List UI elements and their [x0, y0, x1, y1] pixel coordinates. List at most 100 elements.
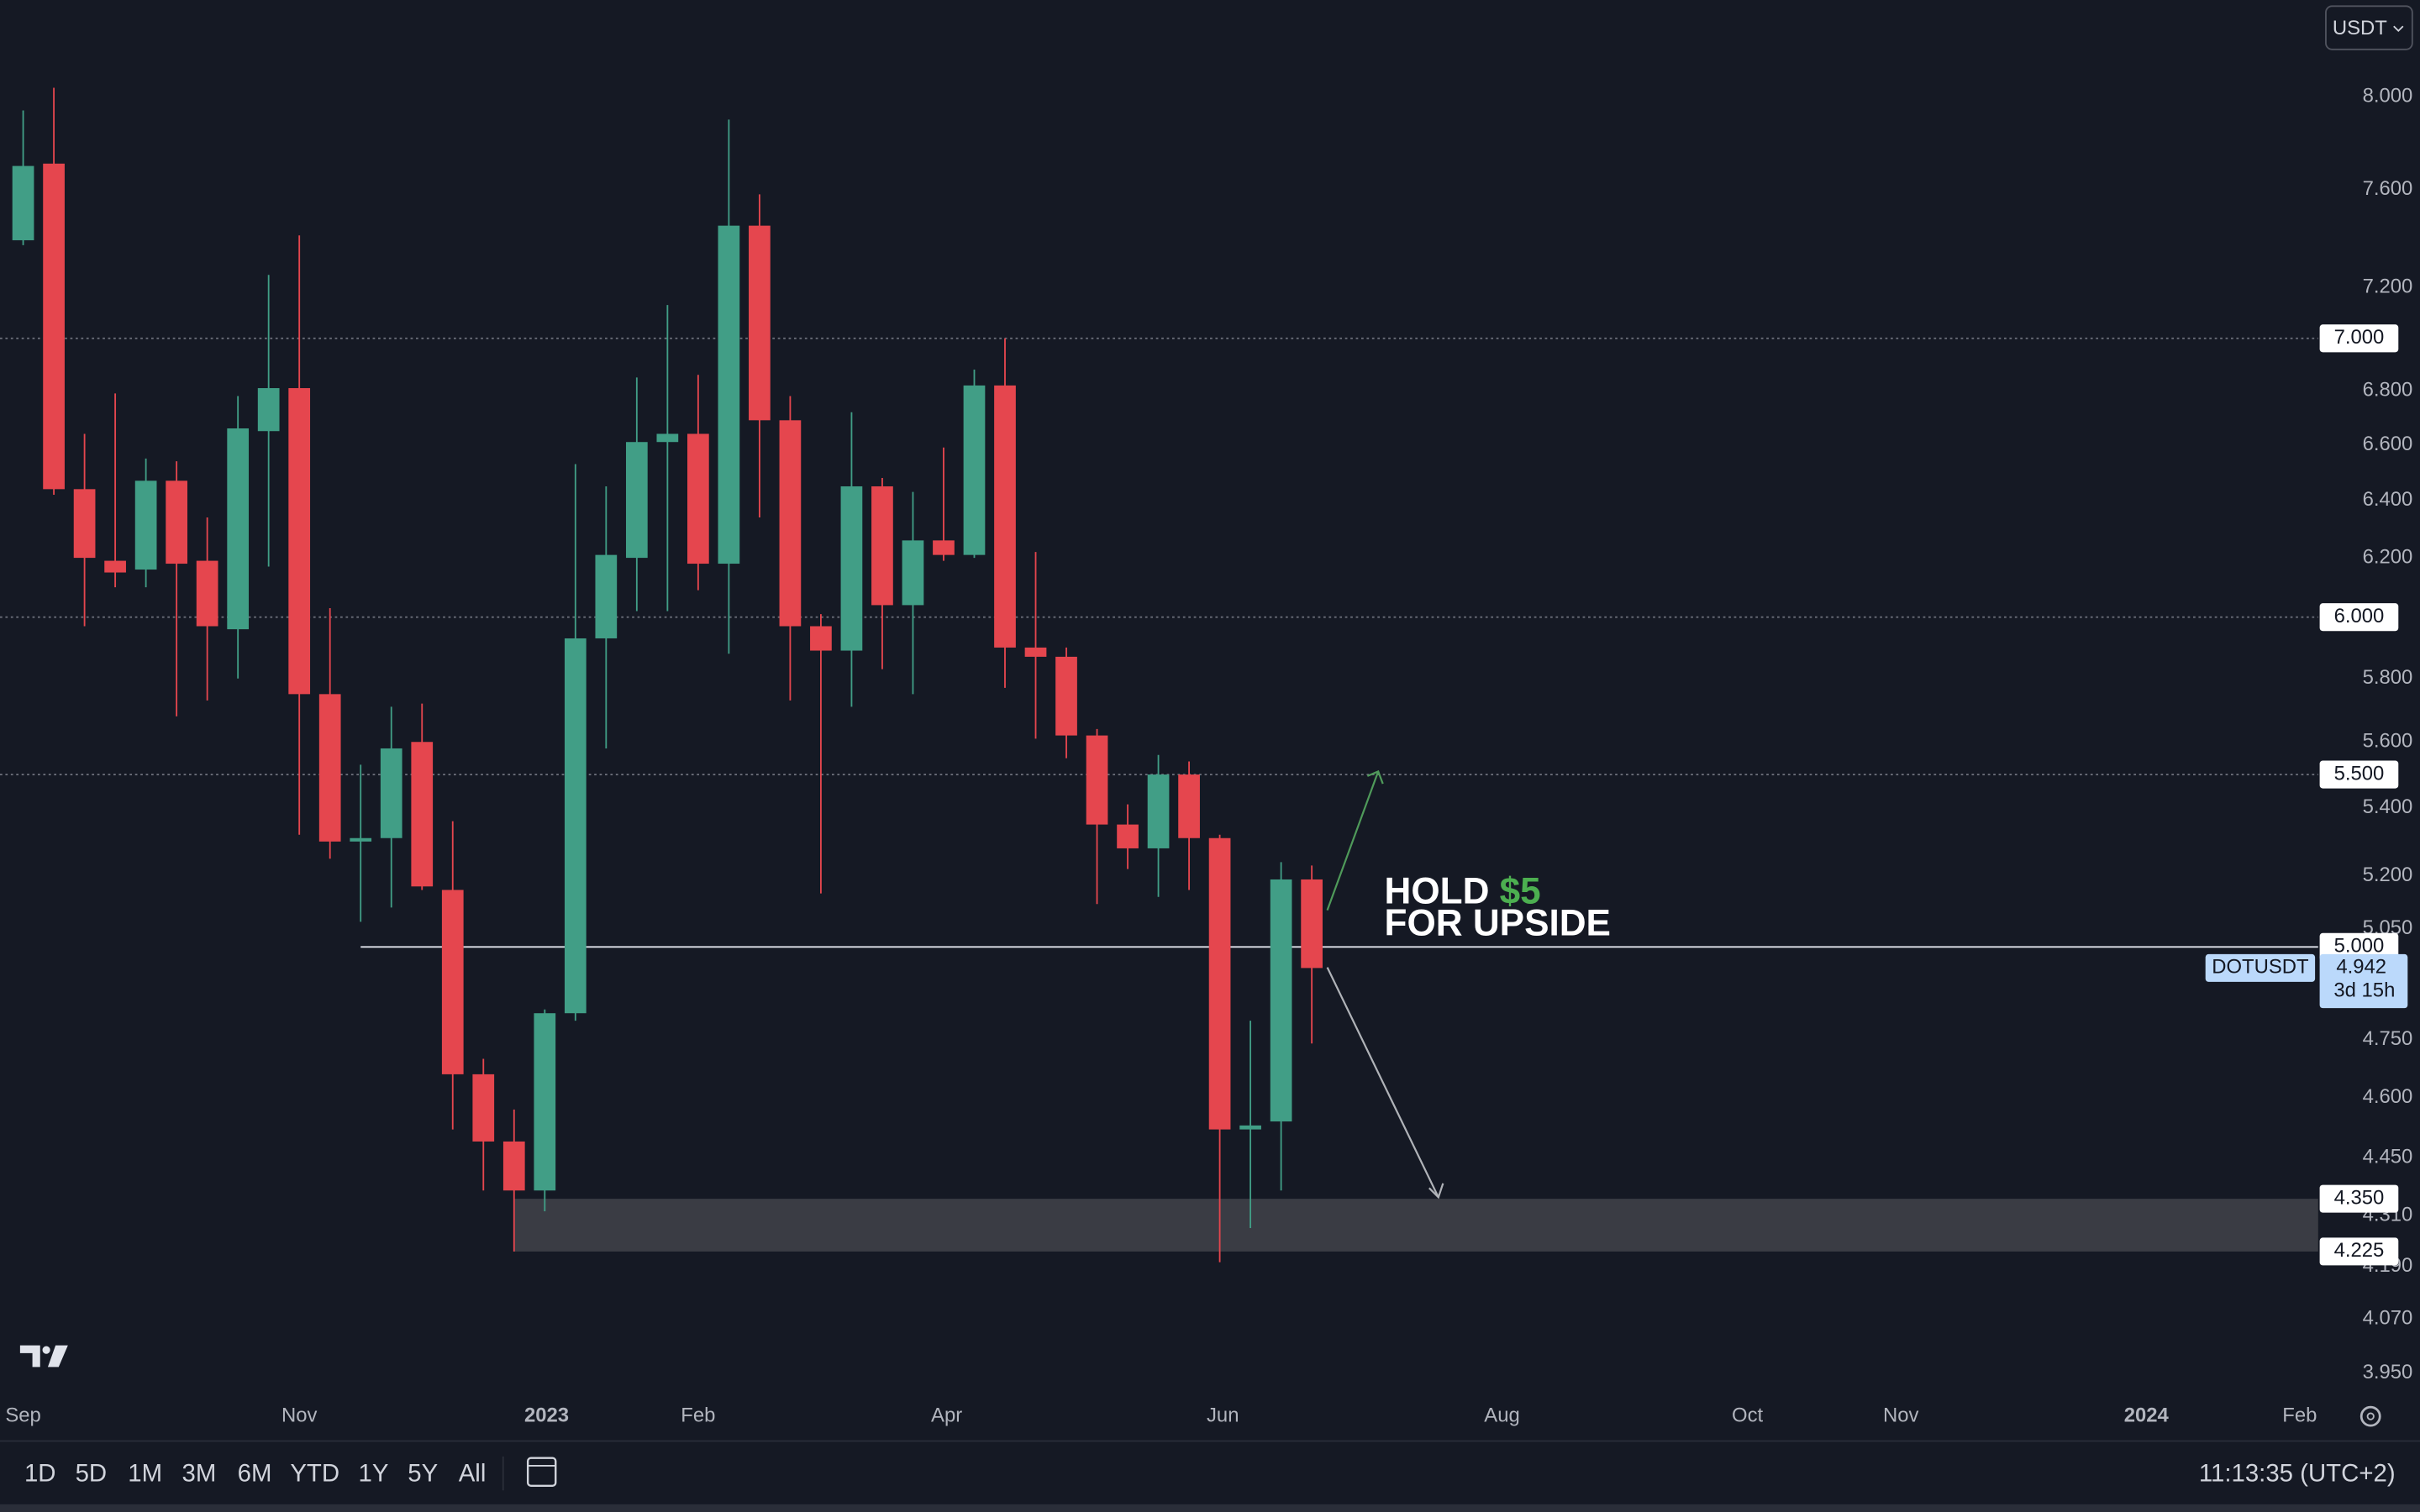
- candle-body: [1024, 647, 1047, 657]
- y-tick-label: 6.400: [2363, 488, 2413, 511]
- gear[interactable]: [2360, 1405, 2381, 1427]
- up-arrow-head: [1366, 769, 1384, 785]
- candle-body: [411, 742, 434, 887]
- date-range-button[interactable]: [526, 1457, 557, 1487]
- toolbar: 1D 5D 1M 3M 6M YTD 1Y 5Y All: [24, 1460, 486, 1488]
- candle-body: [134, 480, 157, 570]
- candle-body: [166, 480, 187, 564]
- x-tick-label: Nov: [281, 1404, 317, 1426]
- candle-body: [810, 626, 832, 651]
- range-button[interactable]: 6M: [238, 1460, 272, 1488]
- candle-body: [441, 890, 464, 1074]
- calendar-icon[interactable]: [526, 1457, 557, 1487]
- candle-body: [502, 1141, 525, 1191]
- candle-body: [196, 560, 218, 627]
- candle-body: [12, 165, 34, 241]
- x-tick-label: 2023: [524, 1404, 569, 1426]
- candle-body: [1117, 824, 1139, 848]
- x-tick-label: Apr: [931, 1404, 962, 1426]
- tradingview-logo: [19, 1345, 68, 1368]
- logo-part: [42, 1346, 50, 1354]
- level-box: [2319, 932, 2399, 961]
- candle-body: [718, 225, 740, 564]
- x-tick-label: Nov: [1883, 1404, 1919, 1426]
- range-button[interactable]: 5D: [76, 1460, 108, 1488]
- y-tick-label: 4.750: [2363, 1027, 2413, 1050]
- currency-label[interactable]: USDT: [2333, 17, 2387, 39]
- x-tick-label: 2024: [2124, 1404, 2170, 1426]
- range-button[interactable]: 1D: [24, 1460, 56, 1488]
- level-label: 5.500: [2334, 762, 2385, 785]
- y-tick-label: 7.200: [2363, 275, 2413, 297]
- down-arrow: [1326, 967, 1439, 1198]
- y-tick-label: 7.600: [2363, 177, 2413, 200]
- y-tick-label: 6.600: [2363, 433, 2413, 455]
- y-tick-label: 8.000: [2363, 85, 2413, 108]
- price-axis: 8.000 7.600 7.200 6.800 6.600 6.400 6.200 5.800…: [2205, 85, 2413, 1383]
- range-button[interactable]: 1Y: [359, 1460, 389, 1488]
- range-button[interactable]: 1M: [128, 1460, 162, 1488]
- candle-body: [1270, 879, 1292, 1122]
- settings-icon[interactable]: [2360, 1405, 2381, 1427]
- x-tick-label: Feb: [681, 1404, 715, 1426]
- candle-body: [1147, 774, 1170, 848]
- y-tick-label: 4.600: [2363, 1085, 2413, 1108]
- candle-body: [1208, 837, 1231, 1130]
- candle-body: [779, 420, 802, 627]
- candle-body: [257, 388, 280, 432]
- gear-center[interactable]: [2366, 1412, 2375, 1420]
- clock: 11:13:35 (UTC+2): [2199, 1460, 2396, 1488]
- down-arrow-head: [1428, 1183, 1444, 1200]
- y-tick-label: 6.200: [2363, 545, 2413, 568]
- candle-body: [73, 489, 96, 559]
- y-tick-label: 6.800: [2363, 379, 2413, 402]
- range-button[interactable]: 3M: [182, 1460, 217, 1488]
- candle-body: [840, 486, 863, 651]
- plot-area: Sep Nov 2023 Feb Apr Jun Aug Oct Nov 2024 Feb: [0, 87, 2318, 1426]
- candle-body: [994, 385, 1016, 648]
- y-tick-label: 5.200: [2363, 864, 2413, 886]
- range-button[interactable]: YTD: [290, 1460, 339, 1488]
- candle-body: [534, 1013, 556, 1191]
- annotation-line2: FOR UPSIDE: [1385, 903, 1611, 944]
- candle-body: [625, 442, 648, 559]
- current-price-box: [2319, 953, 2408, 1009]
- bottom-strip: [0, 1504, 2420, 1512]
- level-label: 6.000: [2334, 605, 2385, 627]
- level-label: 4.225: [2334, 1239, 2385, 1262]
- level-box: [2319, 324, 2399, 353]
- candle-body: [318, 694, 341, 842]
- x-tick-label: Feb: [2282, 1404, 2317, 1426]
- y-tick-label: 4.450: [2363, 1145, 2413, 1168]
- up-arrow: [1326, 770, 1380, 911]
- level-box: [2319, 603, 2399, 632]
- x-tick-label: Oct: [1732, 1404, 1763, 1426]
- candle-body: [43, 163, 65, 490]
- y-tick-label: 4.070: [2363, 1307, 2413, 1330]
- currency-chevron[interactable]: [2393, 25, 2404, 33]
- candle-body: [564, 638, 587, 1014]
- candle-body: [656, 433, 679, 443]
- annotation-highlight: $5: [1500, 870, 1541, 911]
- range-button[interactable]: 5Y: [408, 1460, 438, 1488]
- x-tick-label: Sep: [5, 1404, 40, 1426]
- candle-body: [871, 486, 893, 606]
- symbol-label: DOTUSDT: [2212, 956, 2309, 979]
- x-tick-label: Aug: [1484, 1404, 1519, 1426]
- candle-body: [902, 540, 924, 606]
- level-label: 4.350: [2334, 1186, 2385, 1209]
- level-box: [2319, 1237, 2399, 1266]
- currency-selector[interactable]: USDT: [2325, 5, 2413, 50]
- level-box: [2319, 760, 2399, 789]
- candle-body: [749, 225, 771, 421]
- countdown: 3d 15h: [2333, 979, 2395, 1001]
- currency-button[interactable]: [2325, 5, 2413, 50]
- candle-body: [1086, 735, 1108, 825]
- annotation-text: HOLD: [1385, 870, 1490, 911]
- level-box: [2319, 1184, 2399, 1213]
- range-button[interactable]: All: [459, 1460, 487, 1488]
- y-tick-label: 5.400: [2363, 795, 2413, 818]
